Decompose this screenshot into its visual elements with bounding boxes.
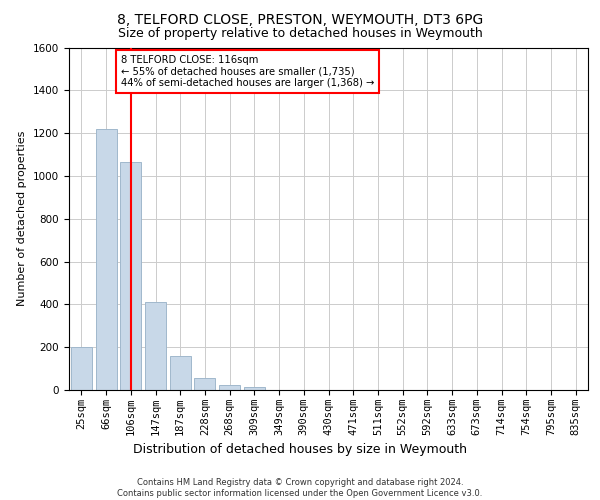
Text: Contains HM Land Registry data © Crown copyright and database right 2024.
Contai: Contains HM Land Registry data © Crown c…	[118, 478, 482, 498]
Bar	[145, 302, 166, 390]
Text: Size of property relative to detached houses in Weymouth: Size of property relative to detached ho…	[118, 28, 482, 40]
Text: 8 TELFORD CLOSE: 116sqm
← 55% of detached houses are smaller (1,735)
44% of semi: 8 TELFORD CLOSE: 116sqm ← 55% of detache…	[121, 55, 374, 88]
Text: 8, TELFORD CLOSE, PRESTON, WEYMOUTH, DT3 6PG: 8, TELFORD CLOSE, PRESTON, WEYMOUTH, DT3…	[117, 12, 483, 26]
Bar	[170, 356, 191, 390]
Bar	[219, 386, 240, 390]
Bar	[244, 387, 265, 390]
Bar	[120, 162, 141, 390]
Bar	[95, 129, 116, 390]
Text: Distribution of detached houses by size in Weymouth: Distribution of detached houses by size …	[133, 442, 467, 456]
Bar	[71, 347, 92, 390]
Bar	[194, 378, 215, 390]
Y-axis label: Number of detached properties: Number of detached properties	[17, 131, 28, 306]
